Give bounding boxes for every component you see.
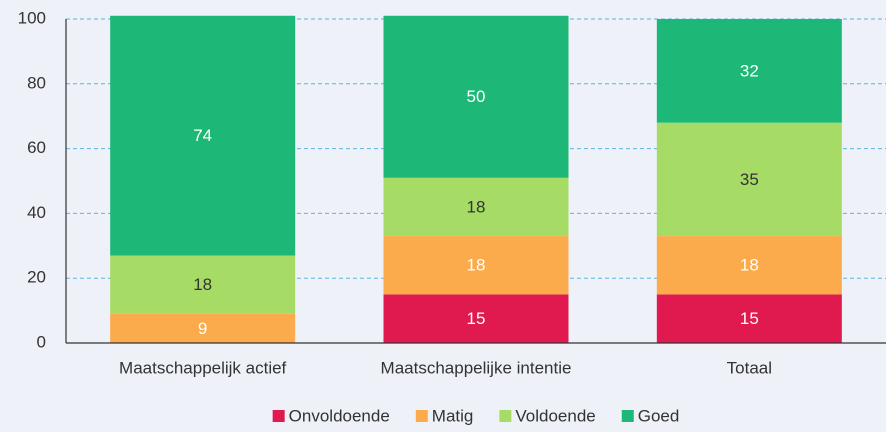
value-label: 15 <box>467 309 486 328</box>
legend-label: Matig <box>432 406 474 425</box>
bar-segment <box>383 236 569 295</box>
legend-swatch <box>499 410 512 422</box>
bar-segment <box>656 294 842 343</box>
value-label: 9 <box>198 319 207 338</box>
value-label: 35 <box>740 170 759 189</box>
bar-segment <box>656 122 842 237</box>
value-label: 32 <box>740 61 759 80</box>
value-label: 18 <box>193 275 212 294</box>
legend-label: Voldoende <box>515 406 595 425</box>
value-label: 15 <box>740 309 759 328</box>
value-label: 50 <box>467 87 486 106</box>
x-tick-label: Maatschappelijke intentie <box>381 358 572 377</box>
x-tick-label: Maatschappelijk actief <box>119 358 287 377</box>
bar-segment <box>656 236 842 295</box>
legend-swatch <box>415 410 428 422</box>
bar-segment <box>110 15 296 256</box>
legend-label: Goed <box>638 406 680 425</box>
y-tick-label: 80 <box>27 73 46 92</box>
y-tick-label: 100 <box>18 8 46 27</box>
value-label: 18 <box>467 256 486 275</box>
y-tick-label: 20 <box>27 268 46 287</box>
bar-segment <box>110 255 296 314</box>
value-label: 74 <box>193 126 212 145</box>
y-tick-label: 0 <box>37 332 46 351</box>
legend-swatch <box>272 410 285 422</box>
x-tick-label: Totaal <box>727 358 772 377</box>
bar-segment <box>383 177 569 237</box>
bar-segment <box>656 19 842 123</box>
bar-segment <box>383 294 569 343</box>
y-tick-label: 60 <box>27 138 46 157</box>
legend-label: Onvoldoende <box>289 406 390 425</box>
y-tick-label: 40 <box>27 203 46 222</box>
bar-segment <box>383 15 569 178</box>
legend-swatch <box>621 410 634 422</box>
value-label: 18 <box>467 197 486 216</box>
value-label: 18 <box>740 256 759 275</box>
bar-segment <box>110 313 296 343</box>
